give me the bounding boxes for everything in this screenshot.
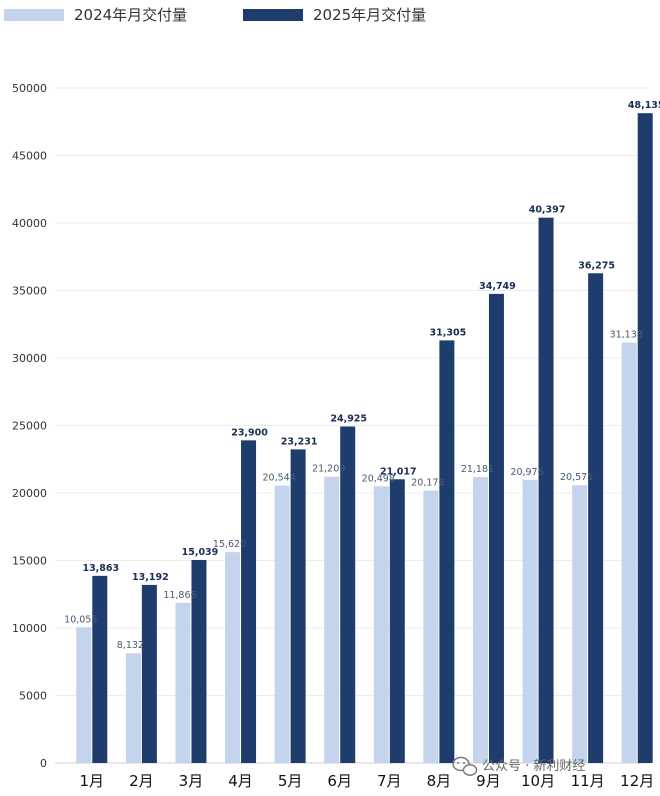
- bar-2024: [522, 479, 538, 763]
- data-label-2025: 23,900: [231, 427, 268, 438]
- bar-2025: [488, 293, 504, 763]
- watermark: 公众号 · 新利财经: [452, 756, 585, 776]
- bar-2024: [621, 342, 637, 763]
- bar-2024: [572, 485, 588, 763]
- bar-2024: [175, 602, 191, 763]
- data-label-2024: 20,575: [560, 472, 593, 483]
- data-label-2025: 13,863: [82, 563, 119, 574]
- legend-swatch-2024: [4, 9, 64, 21]
- data-labels: 10,055 13,863 8,132 13,192 11,866 15,03915,62…: [64, 100, 660, 651]
- y-tick-label: 50000: [12, 82, 47, 95]
- bar-2025: [141, 584, 157, 763]
- data-label-2024: 20,498: [362, 473, 395, 484]
- bar-2024: [472, 477, 488, 763]
- legend-label-2024: 2024年月交付量: [74, 6, 187, 24]
- y-tick-label: 20000: [12, 487, 47, 500]
- bar-2025: [290, 449, 306, 763]
- x-category-label: 3月: [179, 772, 204, 790]
- bar-2024: [125, 653, 141, 763]
- watermark-text: 公众号 · 新利财经: [482, 758, 585, 774]
- y-tick-label: 10000: [12, 622, 47, 635]
- data-label-2024: 10,055: [64, 614, 97, 625]
- x-category-label: 2月: [129, 772, 154, 790]
- data-label-2024: 21,209: [312, 464, 345, 475]
- y-tick-label: 40000: [12, 217, 47, 230]
- data-label-2024: 21,181: [461, 464, 494, 475]
- y-tick-label: 0: [40, 757, 47, 770]
- x-category-label: 9月: [476, 772, 501, 790]
- data-label-2025: 15,039: [182, 547, 219, 558]
- x-category-label: 4月: [228, 772, 253, 790]
- bar-2024: [373, 486, 389, 763]
- x-category-label: 8月: [427, 772, 452, 790]
- data-label-2025: 40,397: [529, 205, 566, 216]
- x-category-label: 6月: [327, 772, 352, 790]
- data-label-2025: 23,231: [281, 436, 318, 447]
- bar-2024: [225, 552, 241, 763]
- legend-swatch-2025: [243, 9, 303, 21]
- legend-label-2025: 2025年月交付量: [313, 6, 426, 24]
- y-tick-label: 30000: [12, 352, 47, 365]
- x-category-label: 7月: [377, 772, 402, 790]
- data-label-2024: 20,176: [411, 478, 444, 489]
- data-label-2025: 48,135: [628, 100, 660, 111]
- y-tick-label: 5000: [19, 690, 47, 703]
- x-category-label: 11月: [571, 772, 605, 790]
- bar-2025: [637, 113, 653, 764]
- bar-2025: [588, 273, 604, 763]
- data-label-2024: 31,138: [610, 330, 643, 341]
- data-label-2024: 8,132: [117, 640, 144, 651]
- bar-2024: [76, 627, 92, 763]
- y-axis-ticks: 0 5000 10000 15000 20000 25000 30000 35000 40000…: [12, 82, 47, 770]
- y-tick-label: 45000: [12, 150, 47, 163]
- data-label-2024: 20,544: [263, 473, 296, 484]
- bars: [76, 113, 653, 764]
- data-label-2025: 34,749: [479, 281, 516, 292]
- x-category-label: 1月: [80, 772, 105, 790]
- bar-2025: [439, 340, 455, 763]
- wechat-icon: [452, 756, 478, 776]
- x-category-label: 10月: [521, 772, 555, 790]
- x-category-label: 5月: [278, 772, 303, 790]
- data-label-2025: 13,192: [132, 572, 169, 583]
- bar-2024: [324, 476, 340, 763]
- y-tick-label: 35000: [12, 285, 47, 298]
- y-tick-label: 25000: [12, 420, 47, 433]
- bar-2025: [92, 575, 108, 763]
- data-label-2025: 24,925: [330, 414, 367, 425]
- bar-2025: [389, 479, 405, 763]
- data-label-2024: 11,866: [163, 590, 196, 601]
- bar-2024: [423, 490, 439, 763]
- data-label-2025: 31,305: [430, 327, 467, 338]
- bar-2025: [241, 440, 257, 763]
- bar-2024: [274, 485, 290, 763]
- y-tick-label: 15000: [12, 555, 47, 568]
- data-label-2024: 20,976: [510, 467, 543, 478]
- x-axis-categories: 1月 2月 3月 4月 5月 6月 7月 8月 9月 10月 11月 12月: [80, 772, 655, 790]
- bar-2025: [340, 426, 356, 763]
- data-label-2024: 15,620: [213, 539, 246, 550]
- data-label-2025: 21,017: [380, 466, 417, 477]
- data-label-2025: 36,275: [578, 260, 615, 271]
- bar-2025: [538, 217, 554, 763]
- legend: 2024年月交付量 2025年月交付量: [4, 6, 426, 24]
- x-category-label: 12月: [620, 772, 654, 790]
- bar-2025: [191, 559, 207, 763]
